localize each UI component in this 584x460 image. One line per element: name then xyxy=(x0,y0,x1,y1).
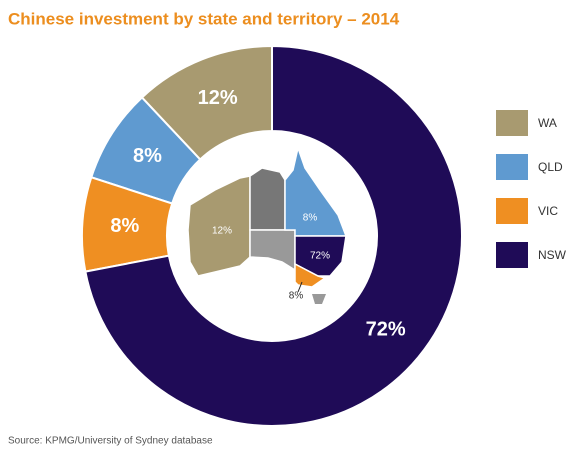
map-label: 8% xyxy=(303,213,318,224)
map-wa xyxy=(187,175,251,277)
legend-swatch xyxy=(496,198,528,224)
map-vic xyxy=(294,262,327,288)
australia-map: 12% 8% 8% 72% xyxy=(187,145,348,304)
map-label: 72% xyxy=(310,251,330,262)
map-qld xyxy=(284,145,348,237)
legend-swatch xyxy=(496,154,528,180)
data-label: 12% xyxy=(198,87,238,109)
map-leader xyxy=(297,281,303,293)
data-label: 8% xyxy=(133,145,162,167)
legend-label: QLD xyxy=(538,160,563,174)
legend-label: NSW xyxy=(538,248,567,262)
chart-title: Chinese investment by state and territor… xyxy=(8,9,400,28)
map-nt xyxy=(249,167,286,231)
legend-label: VIC xyxy=(538,204,558,218)
source-note: Source: KPMG/University of Sydney databa… xyxy=(8,436,213,447)
map-label: 8% xyxy=(289,291,304,302)
map-sa xyxy=(249,229,296,272)
donut-segment xyxy=(84,44,463,427)
legend-swatch xyxy=(496,110,528,136)
data-label: 72% xyxy=(366,318,406,340)
map-label: 12% xyxy=(212,226,232,237)
legend-label: WA xyxy=(538,116,557,130)
data-label: 8% xyxy=(110,215,139,237)
map-tas xyxy=(312,294,326,304)
legend-swatch xyxy=(496,242,528,268)
